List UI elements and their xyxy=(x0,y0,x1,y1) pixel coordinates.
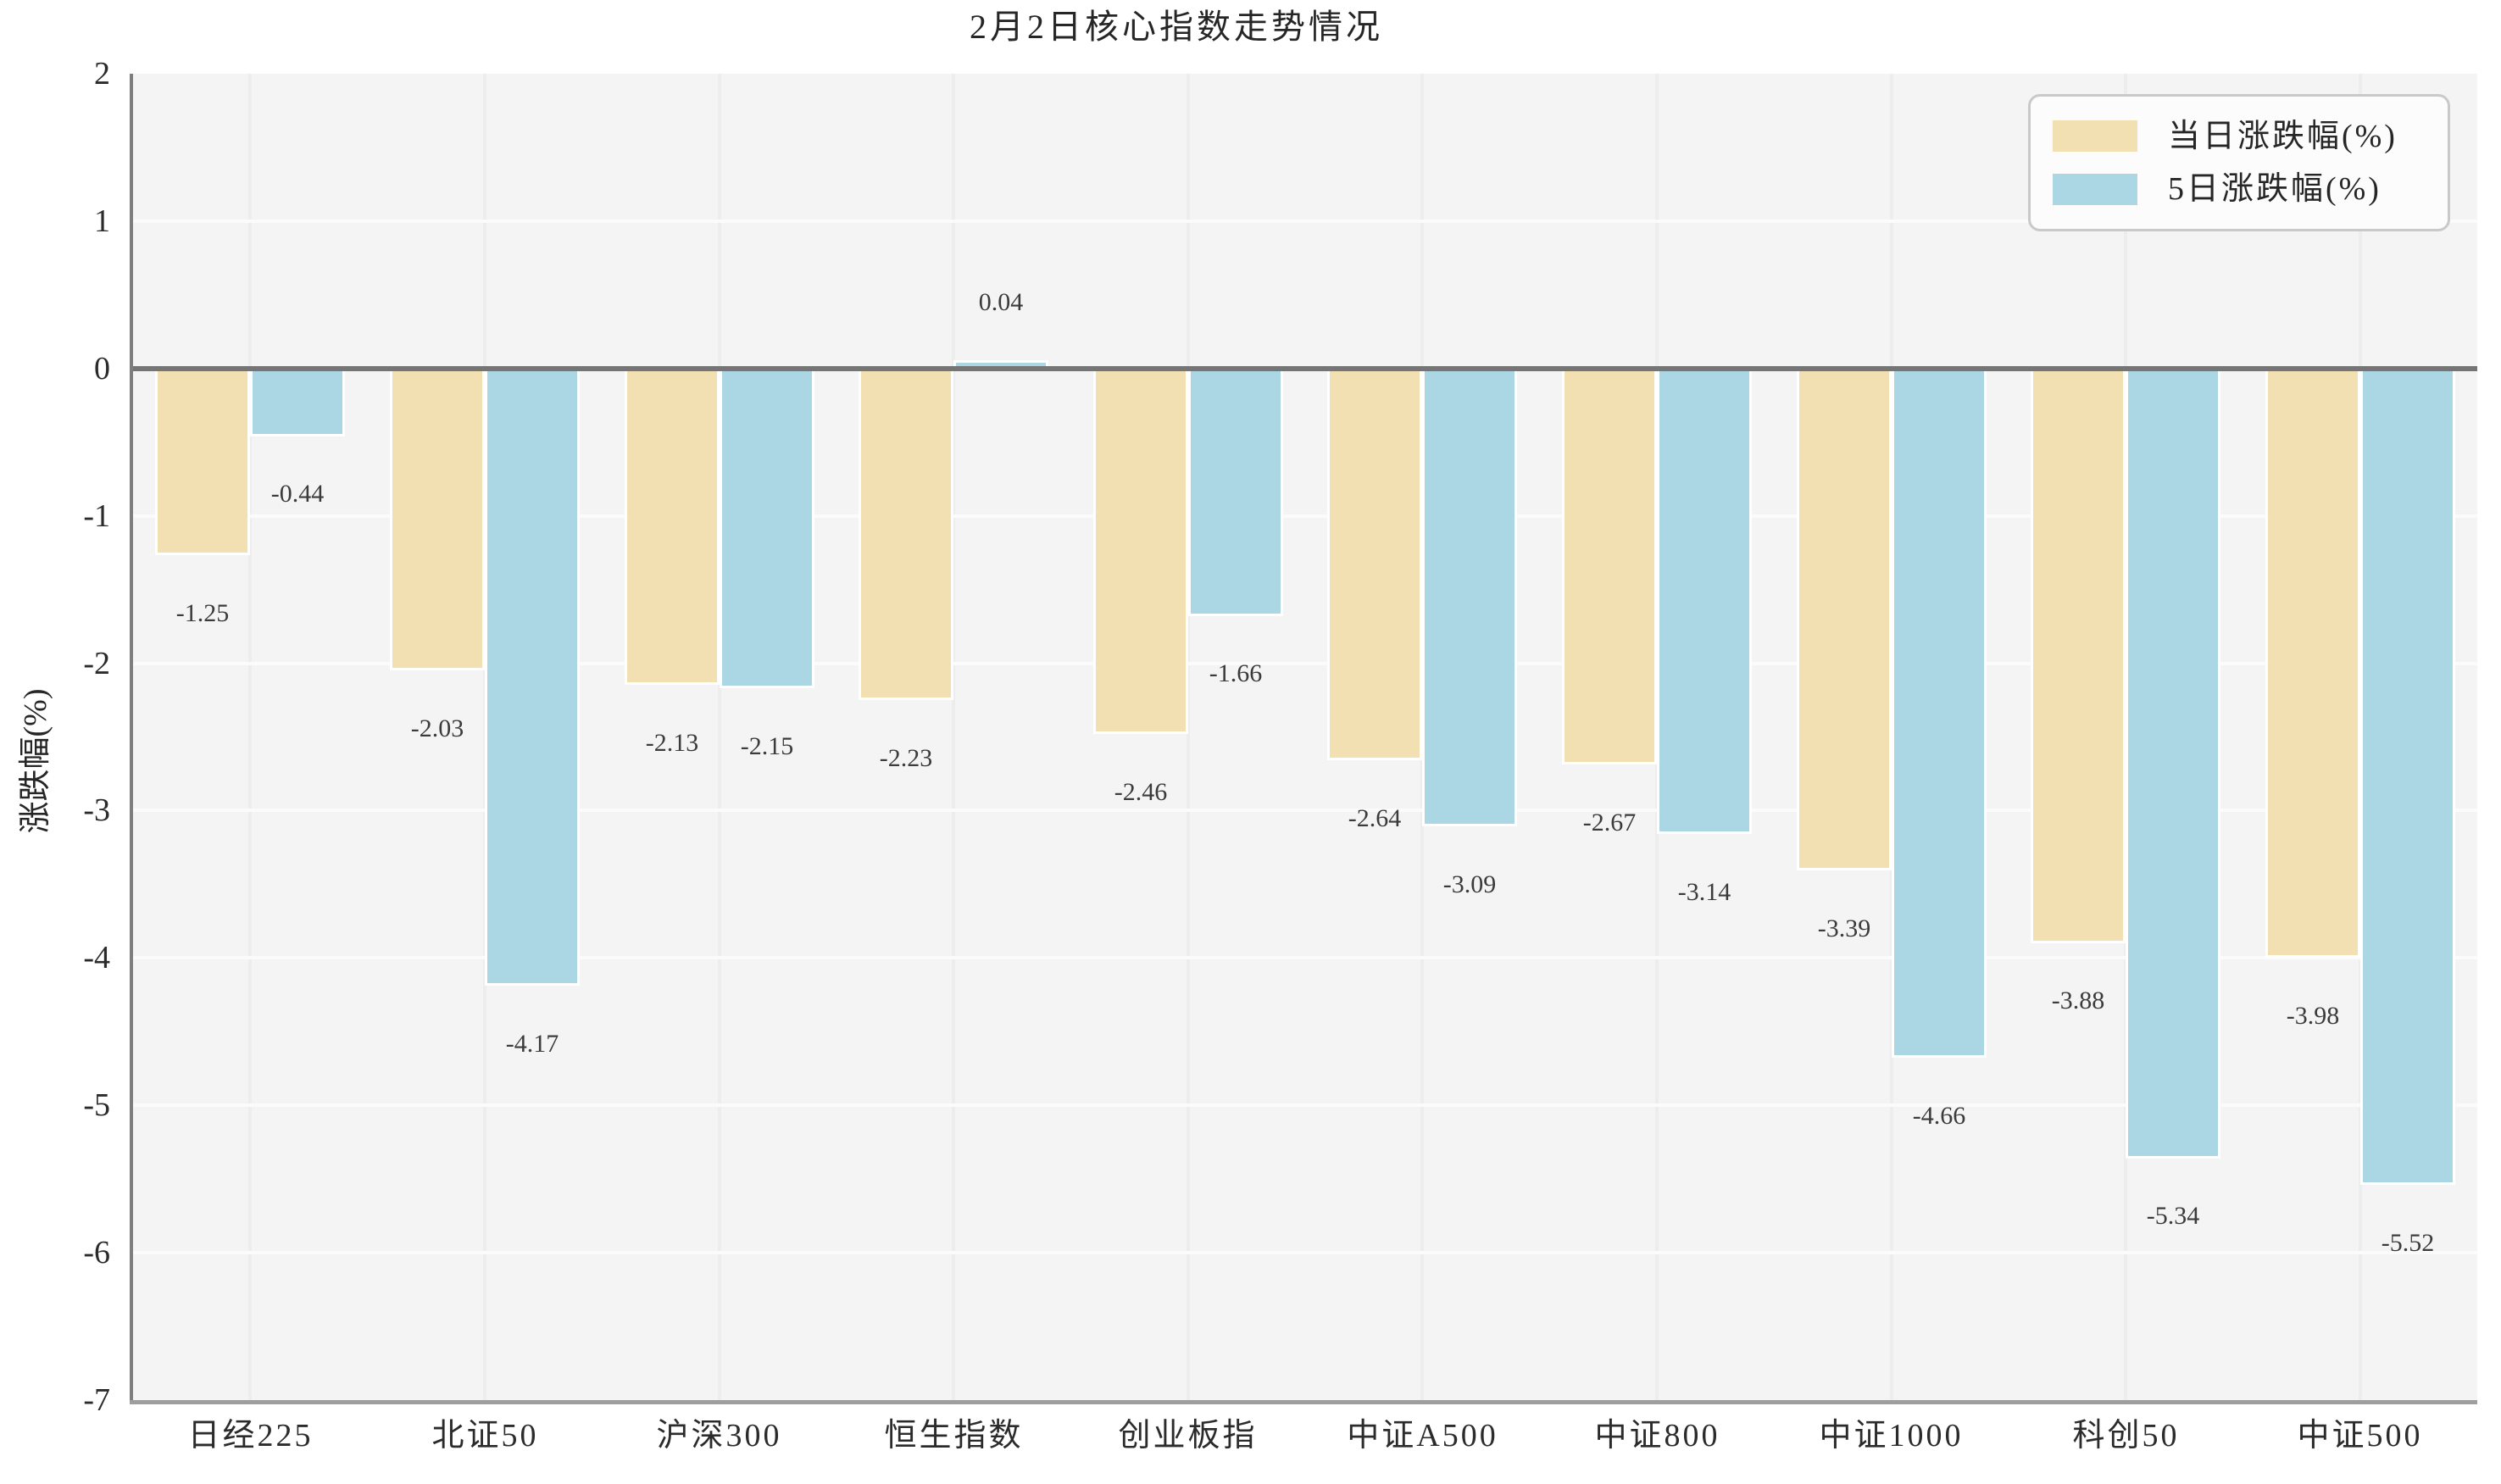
chart-title: 2月2日核心指数走势情况 xyxy=(970,8,1383,46)
bar xyxy=(956,363,1046,369)
bar xyxy=(627,369,717,682)
x-tick-label: 创业板指 xyxy=(1118,1418,1258,1453)
bar xyxy=(158,369,247,553)
bar xyxy=(861,369,951,698)
y-tick-label: -1 xyxy=(83,498,110,534)
horizontal-gridline xyxy=(133,809,2477,812)
bar xyxy=(1330,369,1420,758)
value-label: -2.46 xyxy=(1114,778,1168,806)
bar xyxy=(2363,369,2453,1182)
bar xyxy=(2033,369,2123,941)
y-tick-label: -2 xyxy=(83,646,110,681)
legend-swatch-5day xyxy=(2053,173,2137,205)
horizontal-gridline xyxy=(133,956,2477,959)
bar xyxy=(1894,369,1984,1055)
legend-item-daily: 当日涨跌幅(%) xyxy=(2053,118,2448,155)
vertical-gridline xyxy=(248,74,252,1400)
y-tick-label: -3 xyxy=(83,792,110,828)
vertical-gridline xyxy=(1890,74,1893,1400)
bar xyxy=(253,369,342,434)
value-label: -2.67 xyxy=(1582,809,1637,836)
bar xyxy=(2268,369,2358,955)
legend-label-5day: 5日涨跌幅(%) xyxy=(2168,171,2382,208)
bar xyxy=(1659,369,1749,831)
x-tick-label: 科创50 xyxy=(2072,1418,2180,1453)
bar xyxy=(1096,369,1186,731)
value-label: -1.25 xyxy=(175,599,230,627)
horizontal-gridline xyxy=(133,1103,2477,1107)
y-tick-label: -5 xyxy=(83,1087,110,1123)
legend-swatch-daily xyxy=(2053,120,2137,153)
y-tick-label: -4 xyxy=(83,940,110,975)
zero-line xyxy=(133,366,2477,371)
bar xyxy=(2128,369,2218,1156)
bar xyxy=(392,369,482,668)
x-tick-label: 日经225 xyxy=(187,1418,314,1453)
value-label: -4.66 xyxy=(1912,1102,1966,1130)
x-tick-label: 中证A500 xyxy=(1347,1418,1498,1453)
bar xyxy=(1425,369,1514,824)
y-tick-label: 2 xyxy=(94,56,110,92)
vertical-gridline xyxy=(952,74,955,1400)
horizontal-gridline xyxy=(133,514,2477,518)
value-label: -3.98 xyxy=(2286,1002,2340,1030)
value-label: -4.17 xyxy=(505,1030,559,1058)
bar xyxy=(722,369,812,686)
x-tick-label: 沪深300 xyxy=(656,1418,782,1453)
bottom-spine xyxy=(130,1400,2477,1404)
value-label: -3.88 xyxy=(2051,987,2105,1014)
value-label: -0.44 xyxy=(270,480,325,508)
horizontal-gridline xyxy=(133,220,2477,223)
y-tick-label: -6 xyxy=(83,1235,110,1270)
bar xyxy=(1191,369,1281,614)
value-label: -2.15 xyxy=(740,732,794,760)
vertical-gridline xyxy=(2124,74,2127,1400)
vertical-gridline xyxy=(483,74,486,1400)
value-label: -3.09 xyxy=(1442,870,1497,898)
vertical-gridline xyxy=(1420,74,1424,1400)
value-label: -5.52 xyxy=(2381,1229,2435,1257)
vertical-gridline xyxy=(2359,74,2362,1400)
bar xyxy=(1565,369,1654,762)
x-tick-label: 中证800 xyxy=(1594,1418,1720,1453)
x-tick-label: 北证50 xyxy=(431,1418,539,1453)
value-label: -3.14 xyxy=(1677,878,1731,906)
value-label: -2.13 xyxy=(645,729,699,757)
value-label: -1.66 xyxy=(1209,659,1263,687)
x-tick-label: 中证500 xyxy=(2297,1418,2423,1453)
x-tick-label: 中证1000 xyxy=(1819,1418,1964,1453)
vertical-gridline xyxy=(718,74,721,1400)
horizontal-gridline xyxy=(133,662,2477,665)
y-tick-label: -7 xyxy=(83,1382,110,1418)
x-tick-label: 恒生指数 xyxy=(884,1418,1024,1453)
bar xyxy=(487,369,577,983)
legend-label-daily: 当日涨跌幅(%) xyxy=(2168,118,2398,154)
vertical-gridline xyxy=(1187,74,1190,1400)
y-tick-label: 1 xyxy=(94,203,110,239)
vertical-gridline xyxy=(1655,74,1659,1400)
value-label: -3.39 xyxy=(1817,914,1871,942)
bar xyxy=(1799,369,1889,868)
value-label: -2.64 xyxy=(1348,804,1402,832)
value-label: -2.03 xyxy=(410,714,464,742)
legend: 当日涨跌幅(%) 5日涨跌幅(%) xyxy=(2028,94,2450,231)
horizontal-gridline xyxy=(133,1251,2477,1254)
y-tick-label: 0 xyxy=(94,351,110,386)
legend-item-5day: 5日涨跌幅(%) xyxy=(2053,170,2448,208)
value-label: 0.04 xyxy=(978,288,1024,316)
left-spine xyxy=(130,74,133,1404)
value-label: -2.23 xyxy=(879,744,933,772)
value-label: -5.34 xyxy=(2146,1202,2200,1230)
